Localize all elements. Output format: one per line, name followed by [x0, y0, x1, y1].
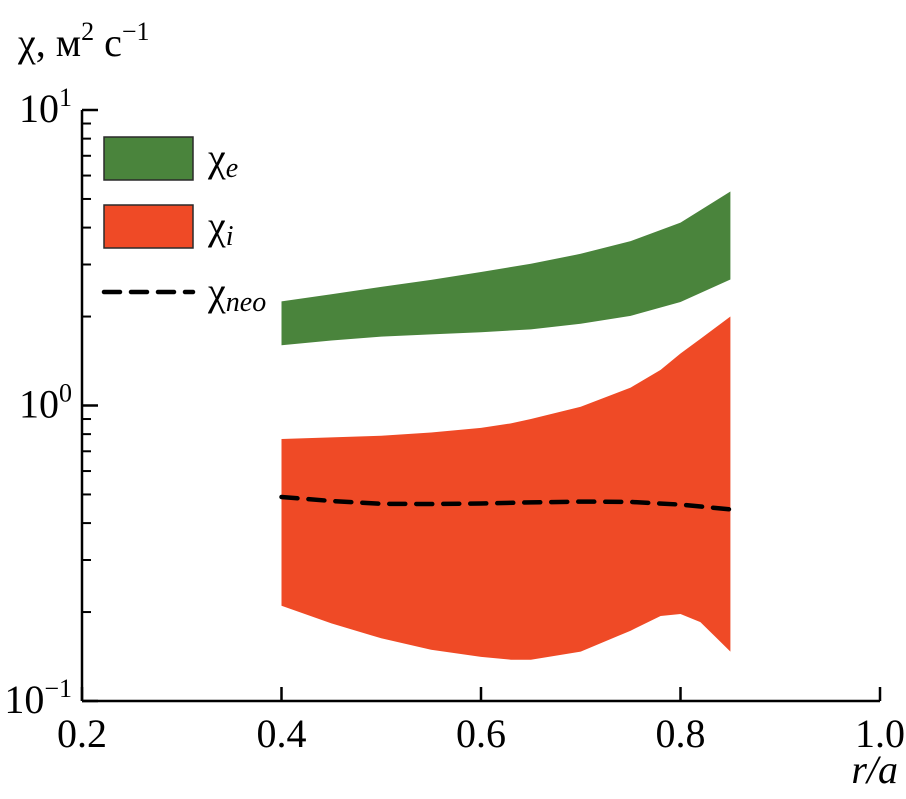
legend-swatch-i — [103, 204, 194, 249]
y-tick-label: 100 — [19, 379, 72, 427]
x-tick-label: 0.4 — [257, 711, 307, 756]
legend-swatch-e — [103, 136, 194, 181]
x-axis-title: r/a — [851, 747, 898, 792]
x-tick-label: 0.2 — [57, 711, 107, 756]
series-band-i — [281, 316, 731, 660]
series-band-e — [281, 191, 731, 346]
x-tick-label: 1.0 — [855, 711, 905, 756]
legend-label-e: χe — [207, 135, 238, 184]
series-line-neo — [279, 494, 733, 512]
legend-label-i: χi — [207, 203, 234, 252]
x-tick-label: 0.6 — [456, 711, 506, 756]
series-layer — [279, 191, 733, 660]
legend-label-neo: χneo — [207, 269, 266, 318]
x-tick-label: 0.8 — [656, 711, 706, 756]
y-tick-label: 10−1 — [4, 674, 72, 722]
ticks-layer: 0.2 0.4 0.6 0.8 1.0 10−1 100 101 — [4, 83, 905, 756]
y-axis-title: χ, м2 с−1 — [17, 17, 150, 65]
legend: χe χi χneo — [101, 135, 266, 318]
y-tick-label: 101 — [19, 83, 72, 131]
